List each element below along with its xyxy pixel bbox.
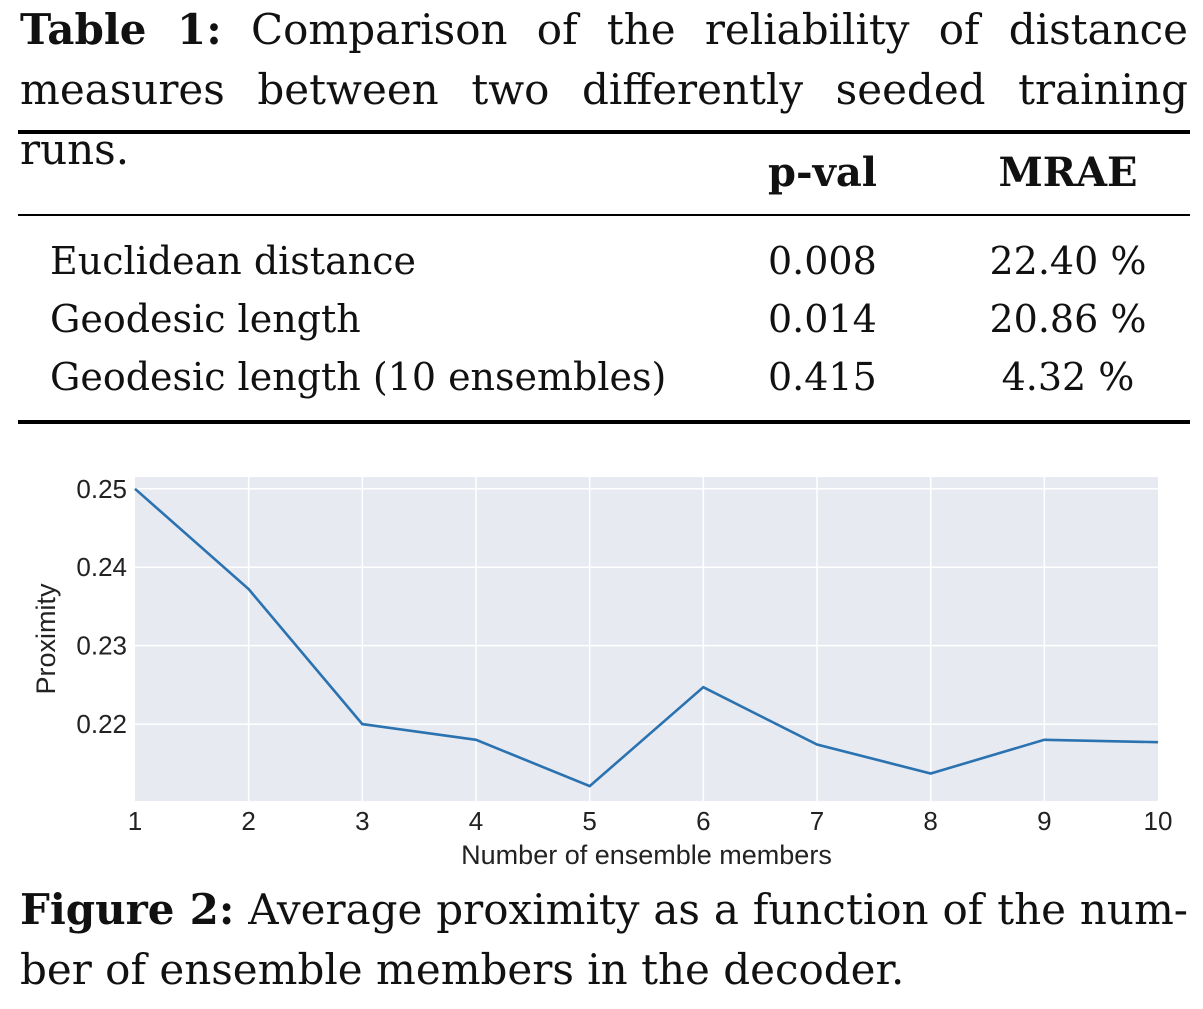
y-axis-label: Proximity — [31, 583, 61, 695]
figure-caption-line2: ber of ensemble members in the decoder. — [20, 945, 905, 994]
y-tick-label: 0.23 — [76, 631, 127, 661]
figure-caption-text: Average proximity as a function of the n… — [234, 885, 1188, 934]
table-row-pval: 0.014 — [768, 297, 877, 341]
table-top-rule — [18, 130, 1190, 134]
x-tick-label: 5 — [582, 806, 596, 836]
proximity-line-chart: 1 2 3 4 5 6 7 8 9 10 0.25 0.24 0.23 0.22 Number of en… — [31, 474, 1172, 870]
table-row-label: Euclidean distance — [50, 239, 416, 283]
table-row-mrae: 22.40 % — [989, 239, 1147, 283]
table-row-mrae: 20.86 % — [989, 297, 1147, 341]
table-caption-text: Comparison of the reliability of distanc… — [221, 5, 1189, 54]
x-tick-label: 8 — [923, 806, 937, 836]
plot-background — [135, 477, 1158, 801]
y-tick-label: 0.22 — [76, 709, 127, 739]
y-tick-label: 0.25 — [76, 474, 127, 504]
table-header-rule — [18, 214, 1190, 216]
x-tick-label: 2 — [241, 806, 255, 836]
table-bottom-rule — [18, 420, 1190, 424]
y-tick-label: 0.24 — [76, 552, 127, 582]
x-tick-label: 6 — [696, 806, 710, 836]
table-row-label: Geodesic length — [50, 297, 361, 341]
table-row-label: Geodesic length (10 ensembles) — [50, 355, 667, 399]
x-tick-label: 10 — [1144, 806, 1173, 836]
x-tick-label: 7 — [810, 806, 824, 836]
x-axis-label: Number of ensemble members — [461, 840, 832, 870]
table-header-mrae: MRAE — [998, 149, 1138, 196]
table-row-pval: 0.008 — [768, 239, 877, 283]
x-tick-label: 9 — [1037, 806, 1051, 836]
table-header-pval: p-val — [768, 149, 877, 196]
tick-labels: 1 2 3 4 5 6 7 8 9 10 0.25 0.24 0.23 0.22 — [76, 474, 1172, 836]
figure-caption-label: Figure 2: — [20, 885, 235, 934]
proximity-series-line — [134, 487, 1159, 788]
table-caption: Table 1: Comparison of the reliability o… — [20, 0, 1188, 60]
x-tick-label: 4 — [469, 806, 483, 836]
x-tick-label: 1 — [128, 806, 142, 836]
x-tick-label: 3 — [355, 806, 369, 836]
table-row-pval: 0.415 — [768, 355, 877, 399]
table-row-mrae: 4.32 % — [1001, 355, 1135, 399]
grid-lines — [135, 477, 1158, 801]
figure-caption: Figure 2: Average proximity as a functio… — [20, 880, 1188, 940]
table-caption-label: Table 1: — [20, 5, 222, 54]
